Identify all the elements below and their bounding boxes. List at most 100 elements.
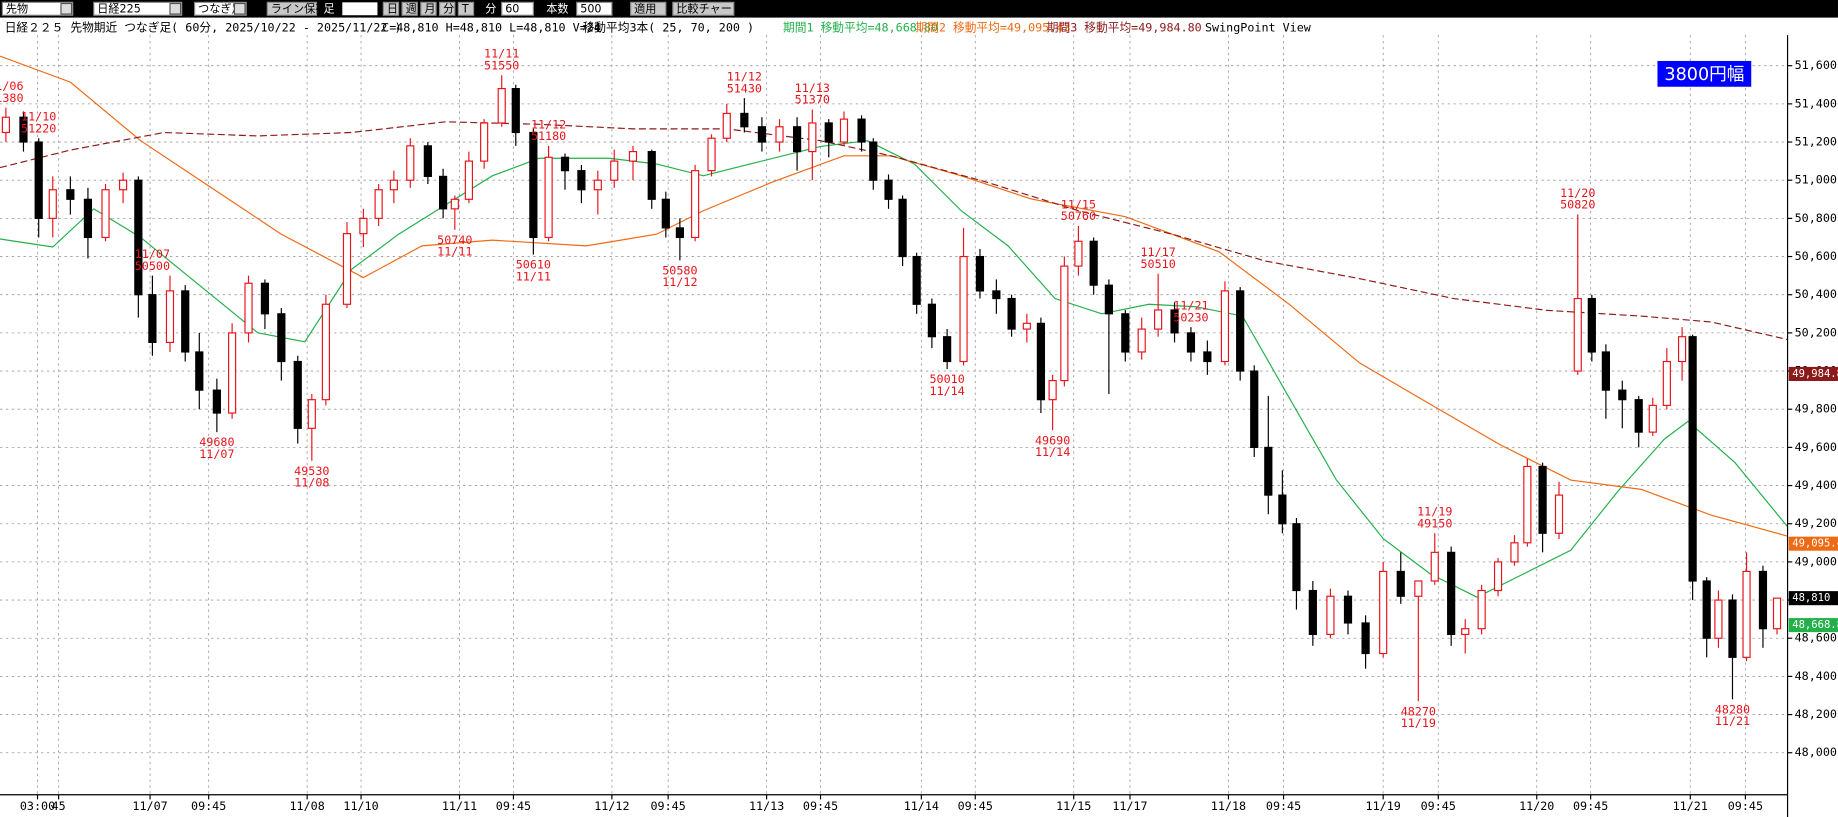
candle-body <box>293 360 302 429</box>
candle-body <box>1074 240 1083 267</box>
y-tick-label: 50,800 <box>1795 211 1837 225</box>
candle-body <box>1060 265 1069 382</box>
candle-body <box>148 294 157 344</box>
dropdown-arrow[interactable] <box>233 2 246 15</box>
button[interactable] <box>630 1 667 16</box>
candle-body <box>464 160 473 200</box>
candle-body <box>1702 580 1711 639</box>
candle-body <box>1170 309 1179 334</box>
candle-body <box>1538 465 1547 534</box>
candle-body <box>1343 595 1353 624</box>
candle-body <box>1361 622 1370 655</box>
candle-body <box>165 290 175 344</box>
candle-body <box>722 112 731 139</box>
swing-price: 49150 <box>1417 516 1452 530</box>
toolbar-label[interactable]: 60 <box>505 2 519 15</box>
dropdown-arrow[interactable] <box>60 2 73 15</box>
candle-body <box>66 189 75 200</box>
toolbar-label[interactable]: 適用 <box>634 1 656 15</box>
input-box[interactable] <box>501 1 534 16</box>
y-tick-label: 51,400 <box>1795 96 1837 110</box>
candle-body <box>775 126 784 143</box>
candle-body <box>610 160 619 181</box>
toolbar-label[interactable]: 分 <box>443 2 454 15</box>
candle-body <box>792 126 802 153</box>
toolbar-label[interactable]: 月 <box>424 2 435 15</box>
candle-body <box>244 282 253 334</box>
candle-body <box>869 141 878 181</box>
legend-entry: 期間1 移動平均=48,668.80 <box>783 21 938 35</box>
swing-date: 11/07 <box>135 247 170 261</box>
button[interactable] <box>401 1 418 16</box>
price-tag <box>1788 366 1838 381</box>
toolbar-label[interactable]: ライン保存 <box>271 1 327 15</box>
swing-date: 11/11 <box>484 47 519 61</box>
candle-body <box>661 198 670 229</box>
toolbar-label[interactable]: 比較チャート <box>676 1 743 15</box>
x-tick-label: 11/14 <box>904 799 939 813</box>
input-box[interactable] <box>1 1 74 16</box>
toolbar-label[interactable]: 日経225 <box>97 2 140 15</box>
swing-price: 50500 <box>135 259 170 273</box>
swing-date: 11/19 <box>1401 716 1436 730</box>
y-tick-label: 49,600 <box>1795 440 1837 454</box>
y-tick-label: 48,200 <box>1795 707 1837 721</box>
candle-body <box>577 170 586 191</box>
view-label: SwingPoint View <box>1205 21 1312 35</box>
swing-price: 49690 <box>1035 433 1070 447</box>
input-box[interactable] <box>194 1 247 16</box>
candle-body <box>1510 542 1519 563</box>
x-tick-label: 45 <box>52 799 66 813</box>
candle-body <box>359 217 368 235</box>
toolbar-label[interactable]: T <box>461 2 469 15</box>
swing-date: 11/21 <box>1715 714 1750 728</box>
candle-body <box>647 150 656 200</box>
x-tick-label: 09:45 <box>1573 799 1608 813</box>
x-tick-label: 11/12 <box>594 799 629 813</box>
input-box[interactable] <box>342 2 378 16</box>
candle-body <box>1587 297 1596 353</box>
candle-body <box>212 389 221 414</box>
toolbar-label[interactable]: 500 <box>580 2 601 15</box>
input-box[interactable] <box>576 1 613 16</box>
candle-body <box>898 198 907 258</box>
toolbar-label[interactable]: 日 <box>387 2 398 15</box>
button[interactable] <box>266 1 318 16</box>
button[interactable] <box>672 1 735 16</box>
x-tick-label: 09:45 <box>1728 799 1763 813</box>
x-tick-label: 11/21 <box>1673 799 1708 813</box>
toolbar-label[interactable]: 週 <box>406 2 417 15</box>
legend-entry: 期間2 移動平均=49,095.43 <box>915 21 1070 35</box>
swing-price: 51220 <box>21 121 56 135</box>
swing-price: 51180 <box>531 129 566 143</box>
swing-date: 11/20 <box>1560 186 1595 200</box>
candle-body <box>260 282 270 315</box>
x-tick-label: 09:45 <box>651 799 686 813</box>
swing-price: 50230 <box>1173 310 1208 324</box>
swing-date: 11/17 <box>1140 245 1175 259</box>
x-tick-label: 11/20 <box>1519 799 1554 813</box>
button[interactable] <box>382 1 400 16</box>
swing-price: 51550 <box>484 58 519 72</box>
candle-body <box>34 141 43 219</box>
swing-date: 11/12 <box>531 117 566 131</box>
button[interactable] <box>420 1 437 16</box>
ma-title: 移動平均3本( 25, 70, 200 ) <box>583 21 754 35</box>
dropdown-arrow[interactable] <box>169 2 182 15</box>
candle-body <box>450 198 459 210</box>
toolbar-label: 足 <box>324 2 335 15</box>
legend-entry: 期間3 移動平均=49,984.80 <box>1047 21 1202 35</box>
button[interactable] <box>438 1 456 16</box>
moving-average-line <box>0 121 1788 341</box>
input-box[interactable] <box>93 1 183 16</box>
button[interactable] <box>457 1 475 16</box>
toolbar-label[interactable]: つなぎ足 <box>198 1 243 15</box>
toolbar-label[interactable]: 先物 <box>6 1 28 15</box>
candle-body <box>342 233 352 305</box>
candle-body <box>1447 551 1456 636</box>
candle-body <box>1089 240 1098 286</box>
candle-body <box>1250 370 1259 448</box>
candle-body <box>839 118 849 143</box>
candle-body <box>1523 465 1532 544</box>
